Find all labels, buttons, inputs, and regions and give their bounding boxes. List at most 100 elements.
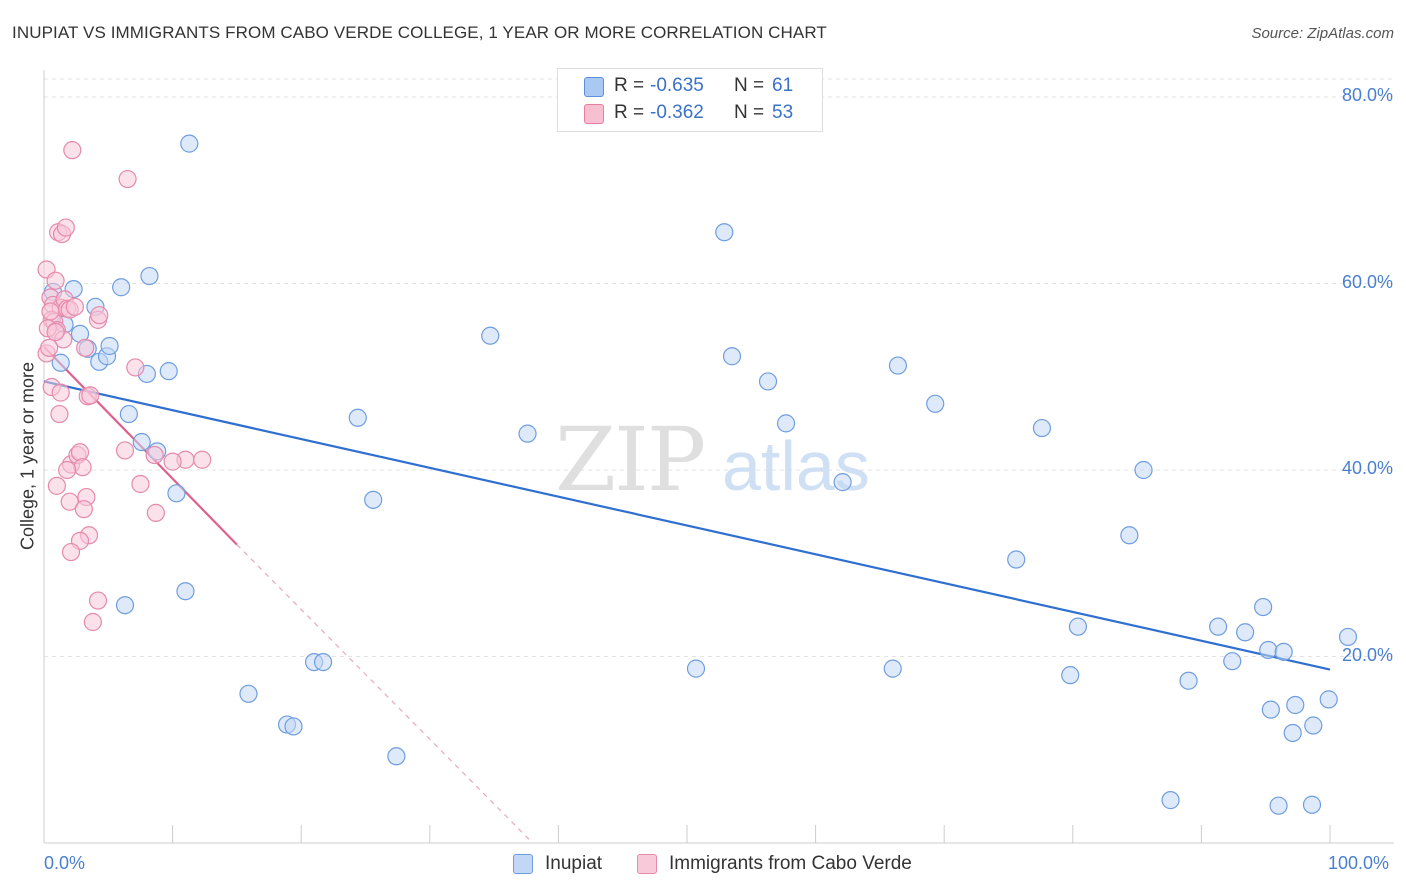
y-tick-label: 80.0% (1341, 85, 1393, 105)
point-inupiat (167, 484, 186, 503)
point-inupiat (1274, 642, 1293, 661)
r-value: -0.362 (650, 102, 704, 123)
point-cabo-verde (193, 450, 212, 469)
point-inupiat (115, 596, 135, 615)
point-cabo-verde (73, 458, 92, 477)
point-inupiat (239, 684, 258, 703)
point-cabo-verde (56, 218, 75, 237)
point-cabo-verde (76, 338, 95, 357)
point-cabo-verde (40, 338, 59, 357)
point-inupiat (112, 278, 131, 297)
point-inupiat (1236, 623, 1255, 642)
point-inupiat (364, 490, 383, 509)
trend-line-inupiat (43, 380, 1331, 671)
point-inupiat (776, 414, 796, 433)
point-inupiat (180, 134, 199, 153)
point-inupiat (1134, 460, 1153, 480)
point-inupiat (1161, 791, 1180, 810)
point-inupiat (1223, 652, 1242, 671)
point-inupiat (481, 326, 500, 345)
point-inupiat (176, 582, 195, 601)
data-points (37, 134, 1358, 815)
legend-label: Inupiat (545, 853, 603, 874)
point-cabo-verde (90, 306, 109, 325)
y-tick-label: 20.0% (1341, 644, 1393, 665)
n-label: N = (734, 75, 765, 96)
stats-swatch-cabo-verde (584, 104, 604, 124)
point-inupiat (758, 372, 778, 391)
y-tick-label: 40.0% (1341, 458, 1393, 478)
point-cabo-verde (46, 322, 65, 342)
point-cabo-verde (74, 500, 93, 519)
watermark: ZIP atlas (555, 408, 870, 511)
x-tick-label-max: 100.0% (1328, 853, 1390, 873)
point-inupiat (1269, 796, 1288, 815)
legend: Inupiat Immigrants from Cabo Verde (0, 853, 1406, 877)
legend-label: Immigrants from Cabo Verde (669, 853, 912, 874)
point-inupiat (1286, 695, 1305, 715)
point-cabo-verde (126, 358, 145, 377)
stats-swatch-inupiat (584, 77, 604, 97)
point-cabo-verde (60, 492, 79, 511)
x-tick-label-min: 0.0% (44, 853, 86, 873)
point-cabo-verde (70, 443, 90, 462)
point-cabo-verde (47, 476, 66, 495)
point-cabo-verde (81, 386, 100, 405)
point-cabo-verde (88, 591, 108, 610)
watermark-zip: ZIP (555, 408, 704, 511)
n-value: 53 (772, 102, 794, 123)
point-inupiat (888, 356, 908, 375)
point-inupiat (284, 717, 303, 736)
point-inupiat (119, 404, 138, 424)
point-inupiat (1120, 526, 1139, 545)
point-inupiat (1304, 716, 1323, 735)
point-cabo-verde (41, 302, 60, 321)
n-label: N = (734, 102, 765, 123)
point-inupiat (51, 353, 70, 372)
point-inupiat (883, 659, 902, 678)
point-cabo-verde (83, 612, 102, 632)
point-inupiat (100, 336, 119, 356)
point-inupiat (132, 432, 151, 452)
point-inupiat (387, 747, 406, 766)
point-inupiat (1254, 597, 1273, 617)
point-inupiat (722, 347, 742, 366)
point-cabo-verde (46, 271, 65, 290)
point-inupiat (1319, 690, 1338, 709)
y-axis-label: College, 1 year or more (17, 361, 38, 551)
point-inupiat (1061, 666, 1080, 685)
axes (43, 70, 1394, 844)
point-inupiat (1032, 418, 1052, 438)
trend-line-extension (236, 544, 534, 844)
point-cabo-verde (51, 383, 70, 402)
point-inupiat (348, 408, 367, 427)
point-inupiat (313, 652, 333, 672)
point-cabo-verde (118, 169, 137, 189)
point-cabo-verde (65, 297, 84, 316)
watermark-atlas: atlas (722, 427, 870, 505)
point-inupiat (926, 394, 945, 413)
point-cabo-verde (131, 474, 150, 494)
point-cabo-verde (50, 404, 69, 424)
r-label: R = (614, 102, 645, 123)
point-cabo-verde (115, 441, 135, 460)
point-cabo-verde (61, 542, 81, 562)
r-label: R = (614, 75, 645, 96)
legend-swatch-inupiat (513, 854, 533, 874)
point-inupiat (715, 223, 734, 242)
point-inupiat (1209, 617, 1228, 636)
point-inupiat (1261, 700, 1280, 719)
point-inupiat (1283, 723, 1302, 743)
point-inupiat (1259, 640, 1278, 660)
point-inupiat (686, 659, 706, 678)
point-inupiat (1179, 671, 1198, 690)
point-inupiat (1302, 795, 1322, 814)
legend-swatch-cabo-verde (637, 854, 657, 874)
point-cabo-verde (146, 503, 165, 522)
point-cabo-verde (163, 452, 182, 471)
point-cabo-verde (145, 445, 164, 465)
stats-box: R = -0.635 N = 61 R = -0.362 N = 53 (557, 68, 823, 132)
point-inupiat (1068, 617, 1088, 636)
point-cabo-verde (58, 460, 77, 480)
